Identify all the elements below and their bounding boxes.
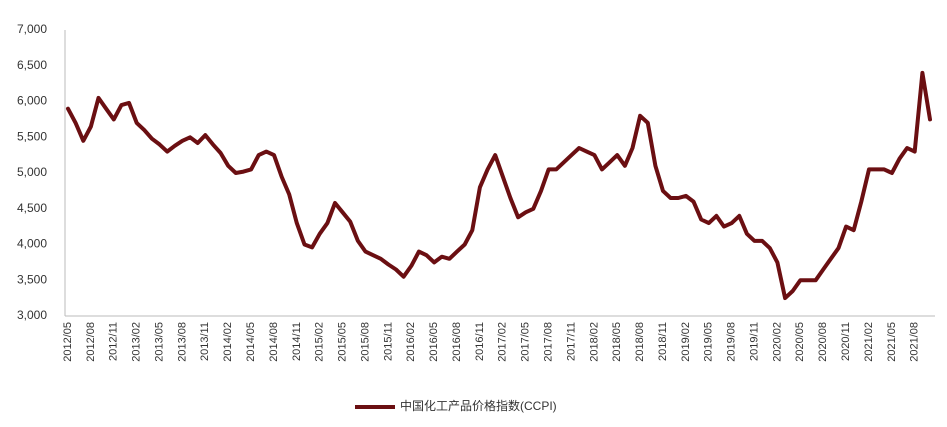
x-tick-label: 2021/08: [909, 322, 921, 362]
x-tick-label: 2018/02: [588, 322, 600, 362]
x-tick-label: 2017/11: [565, 322, 577, 361]
x-tick-label: 2012/11: [108, 322, 120, 361]
x-tick-label: 2015/08: [359, 322, 371, 362]
y-tick-label: 3,500: [17, 272, 47, 286]
y-tick-label: 7,000: [17, 22, 47, 36]
x-tick-label: 2013/05: [153, 322, 165, 362]
x-tick-label: 2013/02: [131, 322, 143, 362]
y-tick-label: 6,000: [17, 94, 47, 108]
x-tick-label: 2014/02: [222, 322, 234, 362]
x-tick-label: 2021/02: [863, 322, 875, 362]
x-tick-label: 2018/05: [611, 322, 623, 362]
x-tick-label: 2020/08: [817, 322, 829, 362]
x-tick-label: 2016/05: [428, 322, 440, 362]
x-tick-label: 2014/08: [268, 322, 280, 362]
x-tick-label: 2014/11: [291, 322, 303, 361]
x-tick-label: 2012/08: [85, 322, 97, 362]
legend-label: 中国化工产品价格指数(CCPI): [400, 398, 557, 413]
y-tick-label: 5,500: [17, 129, 47, 143]
x-tick-label: 2015/05: [337, 322, 349, 362]
y-tick-label: 6,500: [17, 58, 47, 72]
data-line: [66, 70, 932, 301]
x-tick-label: 2017/08: [542, 322, 554, 362]
x-tick-label: 2017/05: [520, 322, 532, 362]
x-tick-label: 2019/08: [726, 322, 738, 362]
x-tick-label: 2017/02: [497, 322, 509, 362]
x-tick-label: 2019/05: [703, 322, 715, 362]
y-tick-label: 3,000: [17, 308, 47, 322]
x-tick-label: 2015/11: [382, 322, 394, 361]
x-tick-label: 2020/11: [840, 322, 852, 361]
x-tick-label: 2015/02: [314, 322, 326, 362]
x-tick-label: 2016/08: [451, 322, 463, 362]
x-tick-label: 2019/11: [748, 322, 760, 361]
x-tick-label: 2016/11: [474, 322, 486, 361]
x-tick-label: 2019/02: [680, 322, 692, 362]
x-tick-label: 2013/08: [176, 322, 188, 362]
x-tick-label: 2021/05: [886, 322, 898, 362]
x-tick-label: 2012/05: [62, 322, 74, 362]
y-tick-label: 4,000: [17, 237, 47, 251]
x-tick-label: 2013/11: [199, 322, 211, 361]
x-tick-label: 2016/02: [405, 322, 417, 362]
x-tick-label: 2020/02: [771, 322, 783, 362]
y-tick-label: 4,500: [17, 201, 47, 215]
x-tick-label: 2014/05: [245, 322, 257, 362]
x-tick-label: 2018/08: [634, 322, 646, 362]
y-tick-label: 5,000: [17, 165, 47, 179]
x-tick-label: 2020/05: [794, 322, 806, 362]
x-tick-label: 2018/11: [657, 322, 669, 361]
